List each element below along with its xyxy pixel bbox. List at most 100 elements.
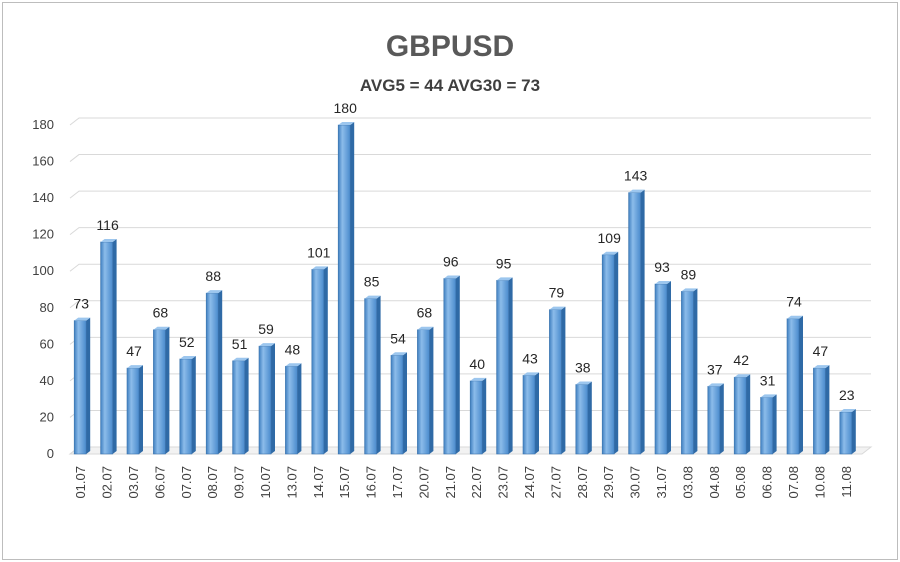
x-tick-label: 11.08 xyxy=(839,466,854,498)
y-tick-label: 140 xyxy=(32,190,54,205)
x-tick-label: 16.07 xyxy=(364,466,379,499)
bar-28.07 xyxy=(575,381,592,455)
bar-side xyxy=(825,365,830,454)
bar-23.07 xyxy=(496,277,513,455)
bar-side xyxy=(455,275,460,454)
x-tick-label: 02.07 xyxy=(100,466,115,499)
x-tick-label: 09.07 xyxy=(232,466,247,499)
gridline xyxy=(69,227,871,236)
data-label: 38 xyxy=(575,360,591,376)
bar-top xyxy=(707,383,724,387)
bar-side xyxy=(561,306,566,454)
y-tick-label: 180 xyxy=(32,117,54,132)
bar-side xyxy=(112,238,117,454)
bar-front xyxy=(575,384,589,455)
bar-top xyxy=(813,365,830,369)
bar-side xyxy=(86,317,91,454)
bar-top xyxy=(100,238,117,242)
bar-top xyxy=(127,365,143,369)
y-tick-label: 20 xyxy=(40,409,54,424)
bar-10.08 xyxy=(813,365,830,455)
bar-22.07 xyxy=(469,377,487,455)
bar-top xyxy=(311,266,328,270)
bar-side xyxy=(746,374,751,454)
x-tick-label: 28.07 xyxy=(575,466,590,499)
bar-top xyxy=(760,394,777,398)
x-tick-label: 15.07 xyxy=(337,466,352,499)
bar-side xyxy=(640,189,645,454)
bar-side xyxy=(851,408,856,454)
x-tick-label: 03.07 xyxy=(126,466,141,499)
bar-top xyxy=(496,277,513,281)
bar-top xyxy=(364,295,381,299)
data-label: 96 xyxy=(443,254,459,270)
bar-front xyxy=(601,254,615,455)
bar-side xyxy=(482,377,487,454)
x-tick-label: 10.07 xyxy=(258,466,273,499)
bar-14.07 xyxy=(311,266,328,455)
y-tick-label: 0 xyxy=(47,446,54,461)
bar-side xyxy=(297,363,302,454)
bar-02.07 xyxy=(100,238,117,455)
data-label: 88 xyxy=(205,268,221,284)
bar-front xyxy=(443,278,457,455)
bar-side xyxy=(244,357,249,454)
data-label: 47 xyxy=(813,343,829,359)
bar-side xyxy=(587,381,592,454)
bar-side xyxy=(323,266,328,454)
x-tick-label: 07.07 xyxy=(179,466,194,499)
data-label: 180 xyxy=(334,100,358,116)
bar-front xyxy=(100,241,113,455)
bar-front xyxy=(707,386,721,455)
bar-front xyxy=(205,292,219,455)
bar-10.07 xyxy=(258,343,275,455)
bar-front xyxy=(232,360,245,455)
data-label: 95 xyxy=(496,255,512,271)
bar-front xyxy=(549,309,562,455)
x-tick-label: 21.07 xyxy=(443,466,458,499)
bar-side xyxy=(667,281,671,454)
data-label: 68 xyxy=(153,305,169,321)
bar-13.07 xyxy=(285,363,302,455)
data-label: 93 xyxy=(654,259,670,275)
bar-side xyxy=(693,288,698,454)
bar-07.07 xyxy=(179,355,196,455)
x-tick-label: 17.07 xyxy=(390,466,405,499)
bar-top xyxy=(443,275,460,279)
bar-03.08 xyxy=(681,288,698,455)
gridline xyxy=(69,300,871,309)
bar-top xyxy=(734,374,751,378)
data-label: 40 xyxy=(469,356,485,372)
data-label: 79 xyxy=(549,285,565,301)
data-label: 23 xyxy=(839,387,855,403)
bar-top xyxy=(470,377,487,381)
bar-front xyxy=(839,411,853,455)
bar-top xyxy=(839,408,856,412)
bar-03.07 xyxy=(126,365,143,455)
x-tick-label: 06.08 xyxy=(760,466,775,499)
bar-front xyxy=(337,124,351,455)
bar-08.07 xyxy=(205,290,223,455)
bar-front xyxy=(654,283,668,455)
bar-top xyxy=(179,355,196,359)
bar-29.07 xyxy=(601,251,619,455)
bar-side xyxy=(614,251,619,454)
data-label: 43 xyxy=(522,350,538,366)
x-tick-label: 08.07 xyxy=(205,466,220,499)
data-label: 85 xyxy=(364,274,380,290)
bar-top xyxy=(655,281,671,285)
bar-21.07 xyxy=(443,275,460,455)
data-label: 31 xyxy=(760,372,776,388)
bar-front xyxy=(153,329,166,455)
bar-front xyxy=(469,380,483,455)
bar-09.07 xyxy=(232,357,249,455)
x-tick-label: 04.08 xyxy=(707,466,722,499)
bar-top xyxy=(602,251,619,255)
y-tick-label: 80 xyxy=(40,300,54,315)
bar-front xyxy=(681,291,694,455)
bar-front xyxy=(417,329,430,455)
gridline xyxy=(69,190,871,199)
x-tick-label: 01.07 xyxy=(73,466,88,499)
bar-top xyxy=(628,189,645,193)
data-label: 101 xyxy=(307,244,331,260)
